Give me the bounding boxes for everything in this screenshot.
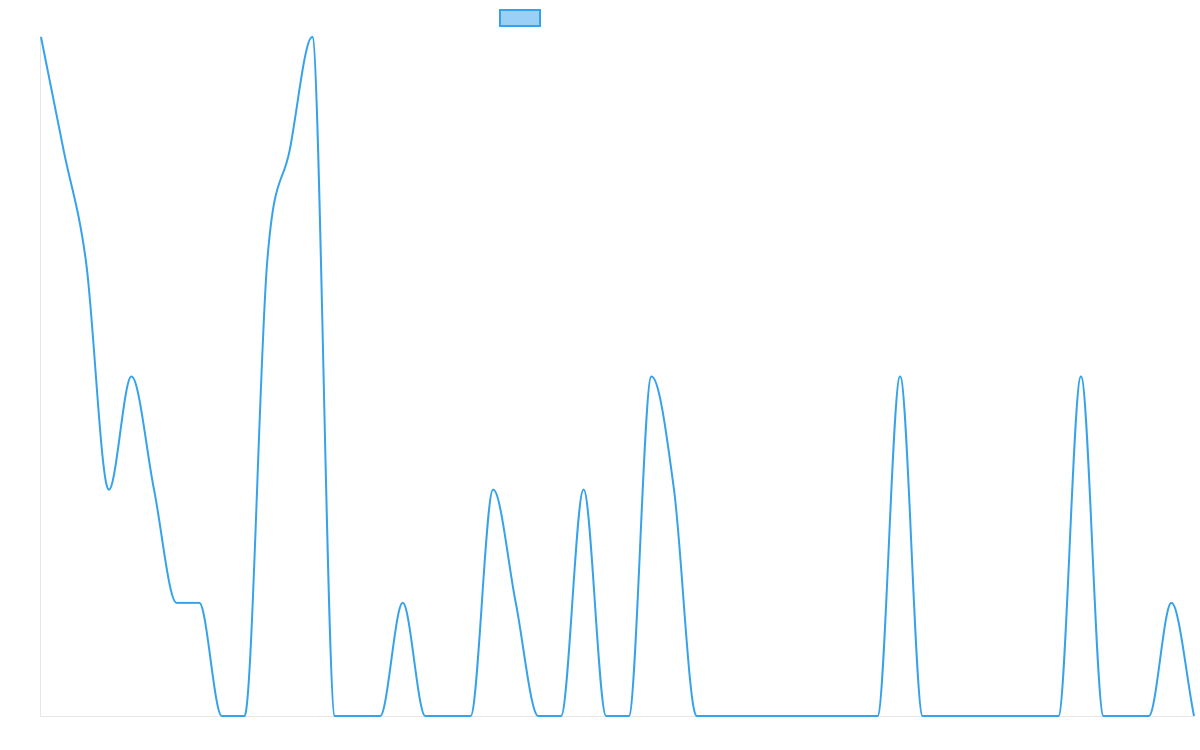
data-point[interactable] — [195, 599, 203, 607]
data-point[interactable] — [218, 712, 226, 720]
data-point[interactable] — [376, 712, 384, 720]
data-point[interactable] — [173, 599, 181, 607]
data-point[interactable] — [1167, 599, 1175, 607]
data-point[interactable] — [783, 712, 791, 720]
data-point[interactable] — [987, 712, 995, 720]
data-point[interactable] — [919, 712, 927, 720]
data-point[interactable] — [286, 146, 294, 154]
data-point[interactable] — [1145, 712, 1153, 720]
data-point[interactable] — [82, 259, 90, 267]
data-point[interactable] — [625, 712, 633, 720]
legend[interactable] — [499, 9, 541, 27]
data-point[interactable] — [263, 259, 271, 267]
data-point[interactable] — [127, 373, 135, 381]
data-point[interactable] — [1032, 712, 1040, 720]
data-point[interactable] — [399, 599, 407, 607]
data-point[interactable] — [670, 486, 678, 494]
data-point[interactable] — [647, 373, 655, 381]
data-point[interactable] — [738, 712, 746, 720]
data-point[interactable] — [150, 486, 158, 494]
data-point[interactable] — [512, 599, 520, 607]
data-point[interactable] — [467, 712, 475, 720]
data-point[interactable] — [240, 712, 248, 720]
data-point[interactable] — [1100, 712, 1108, 720]
data-point[interactable] — [37, 33, 45, 41]
data-point[interactable] — [308, 33, 316, 41]
data-point[interactable] — [1122, 712, 1130, 720]
data-point[interactable] — [105, 486, 113, 494]
legend-swatch[interactable] — [499, 9, 541, 27]
data-point[interactable] — [760, 712, 768, 720]
series-layer — [37, 33, 1198, 720]
data-point[interactable] — [693, 712, 701, 720]
data-point[interactable] — [1054, 712, 1062, 720]
data-point[interactable] — [1009, 712, 1017, 720]
data-point[interactable] — [557, 712, 565, 720]
data-point[interactable] — [1190, 712, 1198, 720]
data-point[interactable] — [873, 712, 881, 720]
data-point[interactable] — [806, 712, 814, 720]
data-point[interactable] — [534, 712, 542, 720]
data-point[interactable] — [489, 486, 497, 494]
data-point[interactable] — [60, 146, 68, 154]
data-point[interactable] — [580, 486, 588, 494]
data-point[interactable] — [941, 712, 949, 720]
data-point[interactable] — [331, 712, 339, 720]
data-point[interactable] — [1077, 373, 1085, 381]
data-point[interactable] — [602, 712, 610, 720]
data-point[interactable] — [354, 712, 362, 720]
data-point[interactable] — [851, 712, 859, 720]
data-point[interactable] — [715, 712, 723, 720]
data-point[interactable] — [828, 712, 836, 720]
data-point[interactable] — [444, 712, 452, 720]
series-line-0 — [40, 36, 1195, 717]
data-point[interactable] — [964, 712, 972, 720]
data-point[interactable] — [896, 373, 904, 381]
data-point[interactable] — [421, 712, 429, 720]
